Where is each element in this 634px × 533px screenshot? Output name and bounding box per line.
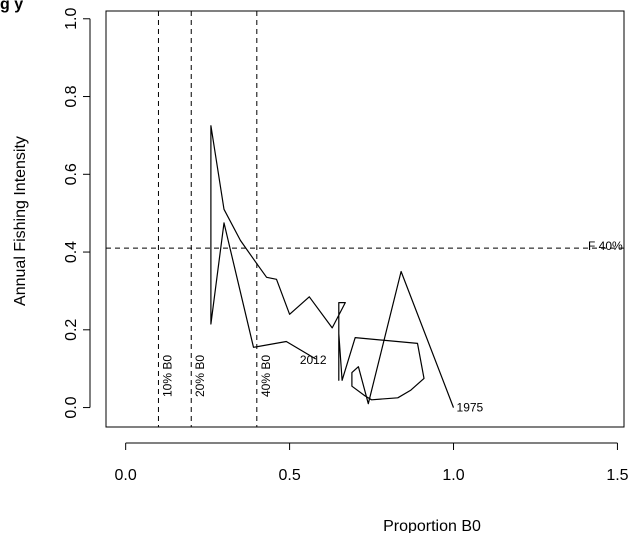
x-tick-label: 0.0: [115, 467, 137, 484]
annotations: 1975 2012: [300, 353, 484, 415]
y-tick-label: 0.6: [63, 163, 80, 185]
plot-frame: [105, 10, 625, 428]
vertical-reference-label: 10% B0: [160, 355, 174, 397]
x-axis-title: Proportion B0: [383, 518, 481, 533]
x-tick-label: 1.0: [442, 467, 464, 484]
y-tick-label: 0.2: [63, 319, 80, 341]
chart-title-fragment: g y: [0, 0, 24, 13]
series-layer: [210, 125, 455, 408]
x-tick-label: 1.5: [606, 467, 628, 484]
y-axis-title: Annual Fishing Intensity: [12, 136, 29, 306]
vertical-reference-label: 20% B0: [193, 355, 207, 397]
reference-lines: 10% B0 20% B0 40% B0 F 40%: [106, 11, 624, 427]
vertical-reference-label: 40% B0: [259, 355, 273, 397]
trajectory-line: [210, 125, 455, 408]
y-axis: 0.0 0.2 0.4 0.6 0.8 1.0: [63, 8, 91, 419]
x-axis: 0.0 0.5 1.0 1.5: [115, 442, 629, 484]
start-year-label: 1975: [457, 401, 484, 415]
end-year-label: 2012: [300, 353, 327, 367]
y-tick-label: 0.0: [63, 396, 80, 418]
y-tick-label: 0.4: [63, 241, 80, 263]
y-tick-label: 1.0: [63, 8, 80, 30]
y-tick-label: 0.8: [63, 85, 80, 107]
x-tick-label: 0.5: [278, 467, 300, 484]
horizontal-reference-label: F 40%: [588, 239, 623, 253]
